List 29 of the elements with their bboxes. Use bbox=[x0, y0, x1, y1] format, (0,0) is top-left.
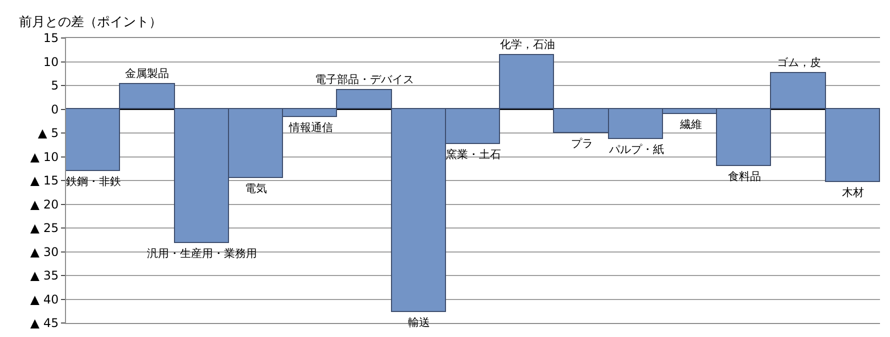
x-tick-label: プラ bbox=[571, 137, 593, 150]
x-tick-label: 化学，石油 bbox=[500, 38, 555, 51]
y-tick-label: ▲ 25 bbox=[30, 221, 59, 236]
x-tick-label: 木材 bbox=[842, 186, 864, 199]
x-tick-label: 窯業・土石 bbox=[446, 148, 501, 161]
y-tick-label: ▲ 20 bbox=[30, 197, 59, 212]
x-tick-label: 情報通信 bbox=[288, 121, 333, 134]
y-tick-label: 0 bbox=[50, 102, 59, 116]
y-tick-label: 15 bbox=[43, 31, 59, 46]
x-tick-label: 汎用・生産用・業務用 bbox=[147, 247, 257, 260]
x-tick-label: 電子部品・デバイス bbox=[315, 73, 414, 86]
x-tick-label: 電気 bbox=[245, 182, 267, 195]
y-tick-label: ▲ 5 bbox=[38, 126, 59, 140]
x-tick-label: パルプ・紙 bbox=[608, 143, 664, 156]
x-tick-label: 輸送 bbox=[408, 316, 430, 329]
y-tick-label: 5 bbox=[50, 78, 59, 93]
y-tick-label: ▲ 40 bbox=[30, 292, 59, 306]
x-tick-label: 食料品 bbox=[728, 170, 761, 183]
x-tick-label: ゴム，皮 bbox=[777, 56, 821, 69]
y-tick-label: ▲ 45 bbox=[30, 316, 59, 330]
x-tick-label: 金属製品 bbox=[125, 67, 169, 80]
y-tick-label: 10 bbox=[43, 54, 59, 69]
x-tick-label: 鉄鋼・非鉄 bbox=[66, 175, 121, 188]
y-tick-label: ▲ 15 bbox=[30, 174, 59, 188]
y-tick-label: ▲ 35 bbox=[30, 268, 59, 283]
y-tick-label: ▲ 30 bbox=[30, 244, 59, 259]
y-tick-label: ▲ 10 bbox=[30, 150, 59, 164]
x-tick-label: 繊維 bbox=[679, 118, 702, 131]
y-axis-title: 前月との差（ポイント） bbox=[19, 15, 162, 30]
